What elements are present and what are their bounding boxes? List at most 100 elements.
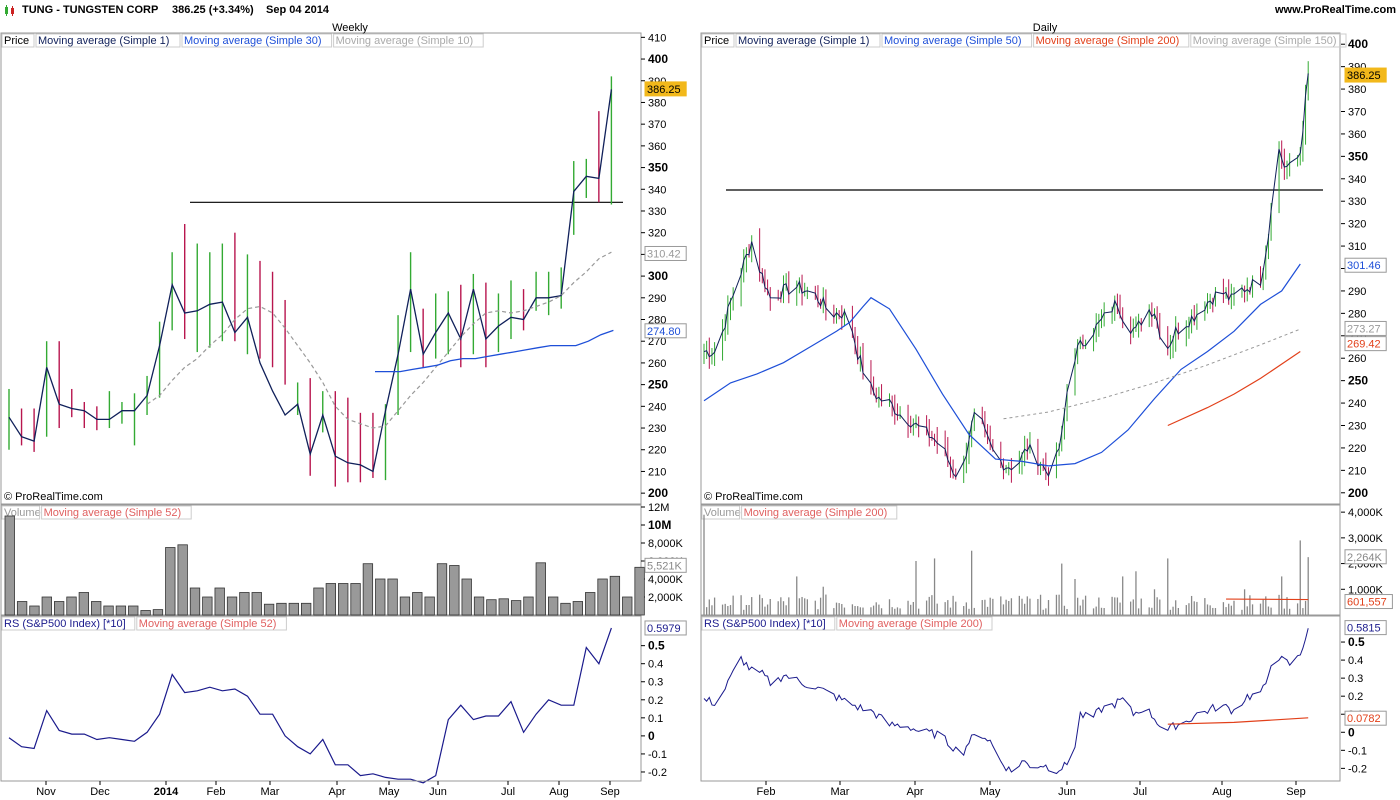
- weekly-volume-bar: [350, 583, 361, 616]
- daily-price-y-label: 320: [1348, 219, 1366, 231]
- weekly-price-line: [8, 89, 613, 473]
- daily-volume-legend-box: [701, 505, 741, 520]
- weekly-volume-bar: [29, 605, 40, 616]
- weekly-rs-label-bg: [644, 620, 687, 636]
- weekly-rs-y-label: 0.5: [648, 639, 665, 653]
- weekly-x-label: May: [379, 786, 400, 798]
- daily-x-label: Jun: [1058, 786, 1076, 798]
- weekly-volume-bar: [572, 601, 583, 616]
- daily-ma150-label: 273.27: [1347, 323, 1381, 335]
- weekly-price-legend-box: [1, 33, 35, 48]
- weekly-rs-legend-item: RS (S&P500 Index) [*10]: [4, 618, 126, 630]
- daily-price-y-label: 250: [1348, 374, 1368, 388]
- daily-price-y-label: 280: [1348, 308, 1366, 320]
- weekly-price-legend-box: [35, 33, 181, 48]
- daily-volume-legend-box: [741, 505, 898, 520]
- weekly-price-legend-item: Moving average (Simple 10): [336, 35, 474, 47]
- weekly-x-label: 2014: [154, 786, 179, 798]
- daily-rs-ma-label: 0.0782: [1347, 713, 1381, 725]
- daily-ma50-label: 301.46: [1347, 260, 1381, 272]
- weekly-ma10-label-bg: [644, 245, 687, 261]
- weekly-rs-y-label: 0: [648, 729, 655, 743]
- weekly-rs-line: [8, 627, 612, 784]
- weekly-volume-bar: [510, 600, 522, 616]
- daily-price-y-label: 400: [1348, 37, 1368, 51]
- weekly-volume-bar: [202, 596, 213, 616]
- weekly-volume-bar: [115, 605, 127, 616]
- weekly-volume-bar: [276, 602, 287, 616]
- daily-ma50-label-bg: [1344, 257, 1387, 273]
- weekly-price-y-label: 270: [648, 336, 666, 348]
- weekly-ma30-label: 274.80: [647, 326, 681, 338]
- daily-rs-ma-line: [1167, 717, 1309, 725]
- weekly-volume-bar: [424, 596, 435, 616]
- weekly-volume-bar: [66, 596, 77, 616]
- daily-ma150-label-bg: [1344, 320, 1387, 336]
- weekly-volume-bar: [585, 592, 596, 616]
- weekly-volume-bar: [313, 587, 324, 616]
- daily-volume-label-bg: [1344, 549, 1387, 565]
- weekly-volume-bar: [325, 583, 337, 616]
- daily-price-y-label: 360: [1348, 129, 1366, 141]
- weekly-volume-bar: [362, 563, 374, 616]
- weekly-volume-bar: [251, 592, 262, 616]
- weekly-price-y-label: 240: [648, 401, 666, 413]
- daily-price-y-label: 220: [1348, 443, 1366, 455]
- daily-ma200-label-bg: [1344, 336, 1387, 352]
- weekly-price-y-label: 340: [648, 184, 666, 196]
- weekly-volume-bar: [41, 596, 52, 616]
- weekly-rs-y-label: 0.4: [648, 659, 663, 671]
- weekly-x-label: Nov: [36, 786, 56, 798]
- daily-volume-ma-label-bg: [1344, 594, 1393, 610]
- weekly-volume-bar: [4, 515, 15, 616]
- daily-rs-legend-item: RS (S&P500 Index) [*10]: [704, 618, 826, 630]
- daily-price-y-label: 260: [1348, 353, 1366, 365]
- weekly-rs-legend-box: [136, 616, 287, 631]
- weekly-volume-bar: [609, 575, 621, 616]
- weekly-volume-bar: [165, 547, 176, 616]
- daily-x-label: Jul: [1133, 786, 1147, 798]
- weekly-volume-bar: [387, 578, 398, 616]
- daily-rs-y-label: 0.5: [1348, 635, 1365, 649]
- daily-price-label: 386.25: [1347, 70, 1381, 82]
- weekly-volume-y-label: 12M: [648, 502, 669, 514]
- daily-price-y-label: 340: [1348, 174, 1366, 186]
- weekly-volume-bar: [152, 609, 164, 616]
- daily-rs-legend-box: [701, 616, 836, 631]
- weekly-price-label: 386.25: [647, 84, 681, 96]
- daily-price-legend-item: Moving average (Simple 1): [738, 35, 869, 47]
- daily-price-legend-item: Moving average (Simple 200): [1036, 35, 1180, 47]
- daily-ma200-label: 269.42: [1347, 339, 1381, 351]
- weekly-copyright: © ProRealTime.com: [4, 491, 103, 503]
- daily-price-line: [703, 73, 1309, 478]
- weekly-price-y-label: 230: [648, 423, 666, 435]
- weekly-price-label-bg: [644, 81, 687, 97]
- daily-price-legend-box: [735, 33, 881, 48]
- weekly-volume-bar: [498, 598, 509, 616]
- price-change: 386.25 (+3.34%): [172, 4, 254, 16]
- weekly-volume-y-label: 10M: [648, 518, 671, 532]
- weekly-volume-bar: [473, 596, 485, 616]
- weekly-volume-bar: [548, 596, 559, 616]
- daily-rs-panel: [700, 615, 1341, 782]
- weekly-volume-bar: [436, 563, 448, 616]
- site-link[interactable]: www.ProRealTime.com: [1274, 4, 1396, 16]
- weekly-volume-bar: [78, 592, 89, 616]
- weekly-price-y-label: 330: [648, 206, 666, 218]
- weekly-rs-y-label: 0.1: [648, 713, 663, 725]
- symbol-title: TUNG - TUNGSTEN CORP: [22, 4, 159, 16]
- daily-rs-line: [703, 628, 1309, 775]
- weekly-title: Weekly: [332, 22, 368, 34]
- weekly-price-y-label: 250: [648, 378, 668, 392]
- daily-volume-y-label: 1,000K: [1348, 584, 1384, 596]
- weekly-rs-label: 0.5979: [647, 623, 681, 635]
- weekly-x-label: Sep: [600, 786, 620, 798]
- daily-copyright: © ProRealTime.com: [704, 491, 803, 503]
- weekly-volume-bar: [128, 605, 139, 616]
- weekly-volume-bar: [103, 605, 114, 616]
- daily-rs-y-label: 0.2: [1348, 691, 1363, 703]
- daily-price-y-label: 330: [1348, 196, 1366, 208]
- daily-rs-label-bg: [1344, 620, 1387, 636]
- weekly-volume-bar: [449, 565, 460, 616]
- weekly-volume-bar: [263, 603, 275, 616]
